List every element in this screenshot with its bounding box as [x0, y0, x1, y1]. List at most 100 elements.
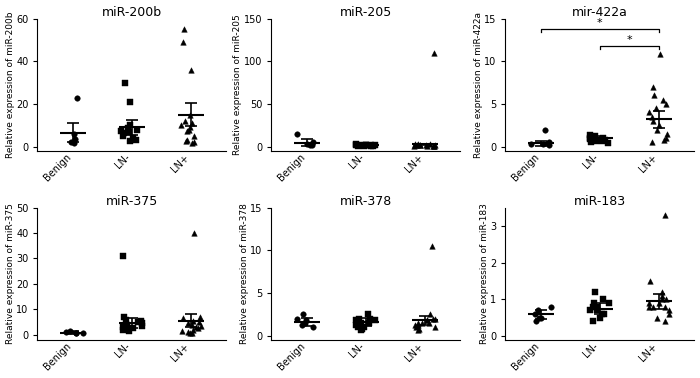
- Point: [587, 318, 598, 324]
- Point: [654, 300, 665, 306]
- Y-axis label: Relative expression of miR-205: Relative expression of miR-205: [233, 14, 242, 155]
- Point: [588, 134, 599, 140]
- Point: [355, 320, 366, 326]
- Point: [364, 320, 375, 326]
- Point: [429, 316, 440, 322]
- Point: [364, 316, 375, 322]
- Point: [410, 141, 421, 147]
- Point: [350, 142, 361, 148]
- Point: [533, 315, 544, 321]
- Point: [410, 322, 421, 328]
- Point: [428, 50, 439, 56]
- Point: [584, 136, 595, 142]
- Point: [186, 120, 197, 126]
- Point: [365, 143, 377, 149]
- Point: [546, 304, 557, 310]
- Point: [299, 320, 310, 326]
- Point: [69, 136, 80, 142]
- Point: [118, 253, 129, 259]
- Point: [71, 330, 82, 336]
- Point: [660, 101, 671, 107]
- Point: [584, 132, 596, 138]
- Title: miR-378: miR-378: [340, 195, 392, 208]
- Y-axis label: Relative expression of miR-183: Relative expression of miR-183: [480, 203, 489, 344]
- Point: [584, 307, 596, 313]
- Point: [420, 142, 431, 148]
- Point: [177, 315, 188, 321]
- Point: [645, 278, 656, 284]
- Point: [179, 118, 190, 124]
- Point: [409, 143, 420, 149]
- Point: [175, 122, 186, 128]
- Point: [116, 127, 127, 133]
- Point: [424, 311, 435, 317]
- Point: [591, 304, 602, 310]
- Point: [648, 304, 659, 310]
- Point: [292, 316, 303, 322]
- Point: [118, 314, 130, 320]
- Point: [598, 135, 609, 141]
- Point: [533, 307, 544, 313]
- Point: [136, 320, 148, 326]
- Point: [184, 330, 195, 336]
- Point: [351, 322, 362, 328]
- Point: [412, 141, 423, 147]
- Point: [301, 141, 312, 147]
- Point: [363, 311, 374, 317]
- Point: [181, 137, 193, 143]
- Point: [659, 212, 670, 218]
- Point: [592, 307, 603, 313]
- Point: [352, 143, 363, 149]
- Point: [307, 142, 318, 148]
- Point: [297, 322, 308, 328]
- Point: [189, 230, 200, 236]
- Point: [598, 311, 609, 317]
- Point: [657, 97, 668, 103]
- Point: [188, 139, 199, 146]
- Point: [125, 122, 136, 128]
- Point: [122, 125, 133, 132]
- Title: miR-205: miR-205: [340, 6, 392, 19]
- Point: [656, 289, 667, 295]
- Point: [589, 289, 601, 295]
- Point: [424, 320, 435, 326]
- Point: [535, 315, 546, 321]
- Point: [596, 311, 608, 317]
- Point: [544, 139, 555, 146]
- Point: [413, 326, 424, 332]
- Point: [409, 142, 420, 148]
- Point: [186, 67, 197, 73]
- Point: [131, 127, 142, 133]
- Point: [182, 127, 193, 133]
- Point: [660, 135, 671, 141]
- Point: [60, 329, 71, 335]
- Point: [354, 142, 365, 148]
- Point: [664, 311, 675, 317]
- Y-axis label: Relative expression of miR-375: Relative expression of miR-375: [6, 203, 15, 344]
- Point: [412, 322, 423, 328]
- Point: [369, 317, 380, 323]
- Point: [659, 304, 670, 310]
- Point: [190, 324, 202, 330]
- Title: mir-422a: mir-422a: [572, 6, 628, 19]
- Point: [590, 138, 601, 144]
- Point: [178, 26, 190, 32]
- Point: [648, 92, 659, 98]
- Point: [187, 322, 198, 328]
- Point: [118, 133, 129, 139]
- Point: [124, 328, 135, 334]
- Point: [127, 325, 139, 332]
- Point: [370, 142, 381, 148]
- Point: [192, 325, 203, 332]
- Point: [195, 314, 206, 320]
- Point: [599, 137, 610, 143]
- Point: [307, 324, 318, 330]
- Point: [195, 323, 206, 329]
- Point: [176, 328, 188, 334]
- Point: [184, 112, 195, 118]
- Point: [652, 315, 663, 321]
- Point: [646, 114, 657, 120]
- Point: [358, 143, 370, 149]
- Point: [183, 320, 194, 326]
- Point: [648, 84, 659, 90]
